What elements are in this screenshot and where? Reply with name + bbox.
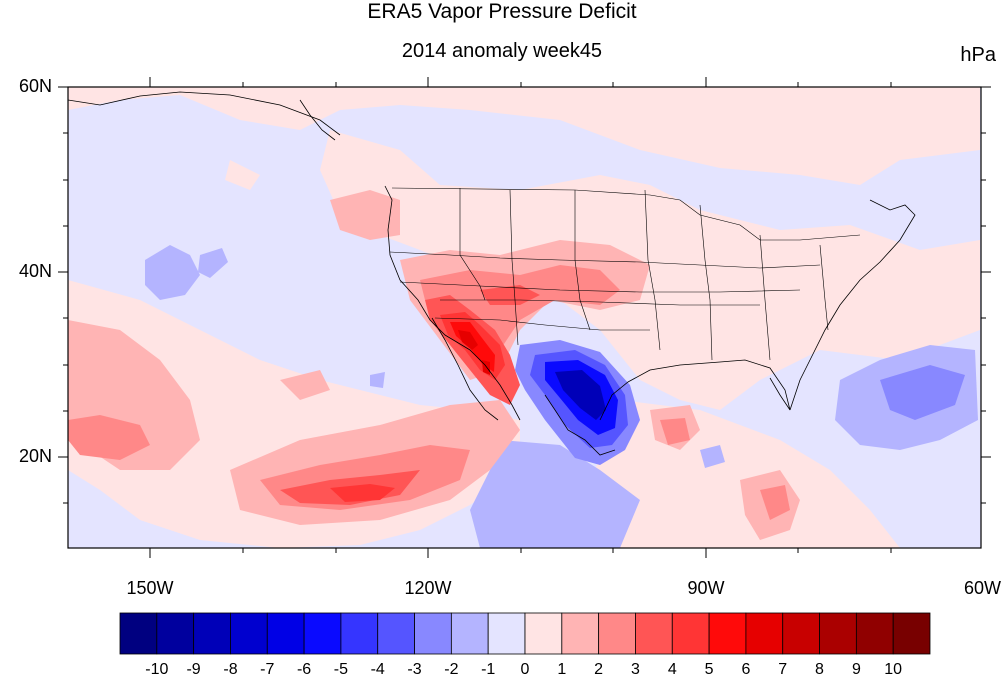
colorbar-box (377, 612, 415, 655)
colorbar-tick-label: 7 (778, 661, 788, 678)
colorbar-tick-label: 2 (594, 661, 604, 678)
colorbar-box (156, 612, 195, 655)
chart-subtitle: 2014 anomaly week45 (401, 40, 603, 62)
colorbar-box (671, 612, 710, 655)
colorbar-box (819, 612, 857, 655)
colorbar-tick-label: 1 (557, 661, 567, 678)
colorbar-box (450, 612, 489, 655)
colorbar-box (230, 612, 268, 655)
colorbar-tick-label: 5 (704, 661, 714, 678)
colorbar-box (340, 612, 379, 655)
lat-label-60n: 60N (18, 76, 52, 96)
colorbar-box (708, 612, 747, 655)
anomaly-field (68, 87, 981, 548)
colorbar-tick-label: -4 (370, 661, 385, 678)
colorbar-tick-label: 8 (815, 661, 824, 678)
axis-ticks (58, 77, 991, 558)
colorbar-box (303, 612, 342, 655)
colorbar-box (782, 612, 820, 655)
lon-label-120w: 120W (404, 578, 452, 598)
colorbar-tick-label: -7 (260, 661, 275, 678)
colorbar-box (635, 612, 673, 655)
colorbar-box (524, 612, 563, 655)
coastlines (68, 91, 916, 456)
colorbar-box (487, 612, 526, 655)
colorbar-box (193, 612, 231, 655)
colorbar-box (855, 612, 894, 655)
lon-label-60w: 60W (963, 578, 1001, 598)
colorbar-tick-label: 0 (520, 661, 530, 678)
negative-7-8-regions (555, 370, 606, 420)
colorbar-tick-label: 4 (667, 661, 677, 678)
lat-label-40n: 40N (18, 261, 52, 281)
colorbar-box (414, 612, 452, 655)
colorbar-tick-label: -5 (333, 661, 348, 678)
state-borders (389, 187, 861, 361)
colorbar (119, 612, 931, 655)
colorbar-tick-label: 6 (741, 661, 751, 678)
lon-label-150w: 150W (126, 578, 174, 598)
colorbar-box (745, 612, 784, 655)
colorbar-box (119, 612, 158, 655)
colorbar-tick-label: -10 (145, 661, 169, 678)
units-label: hPa (960, 44, 996, 66)
colorbar-tick-label: -1 (481, 661, 496, 678)
lon-label-90w: 90W (687, 578, 725, 598)
colorbar-tick-label: -8 (223, 661, 238, 678)
colorbar-box (892, 612, 931, 655)
colorbar-tick-label: -3 (407, 661, 422, 678)
colorbar-tick-label: 10 (884, 661, 903, 678)
colorbar-box (266, 612, 305, 655)
colorbar-box (561, 612, 600, 655)
colorbar-tick-label: -6 (296, 661, 312, 678)
colorbar-tick-label: -2 (444, 661, 459, 678)
colorbar-tick-label: 3 (631, 661, 640, 678)
colorbar-tick-label: -9 (186, 661, 201, 678)
lat-label-20n: 20N (18, 446, 52, 466)
colorbar-box (598, 612, 636, 655)
colorbar-tick-label: 9 (851, 661, 861, 678)
chart-title: ERA5 Vapor Pressure Deficit (367, 0, 637, 23)
